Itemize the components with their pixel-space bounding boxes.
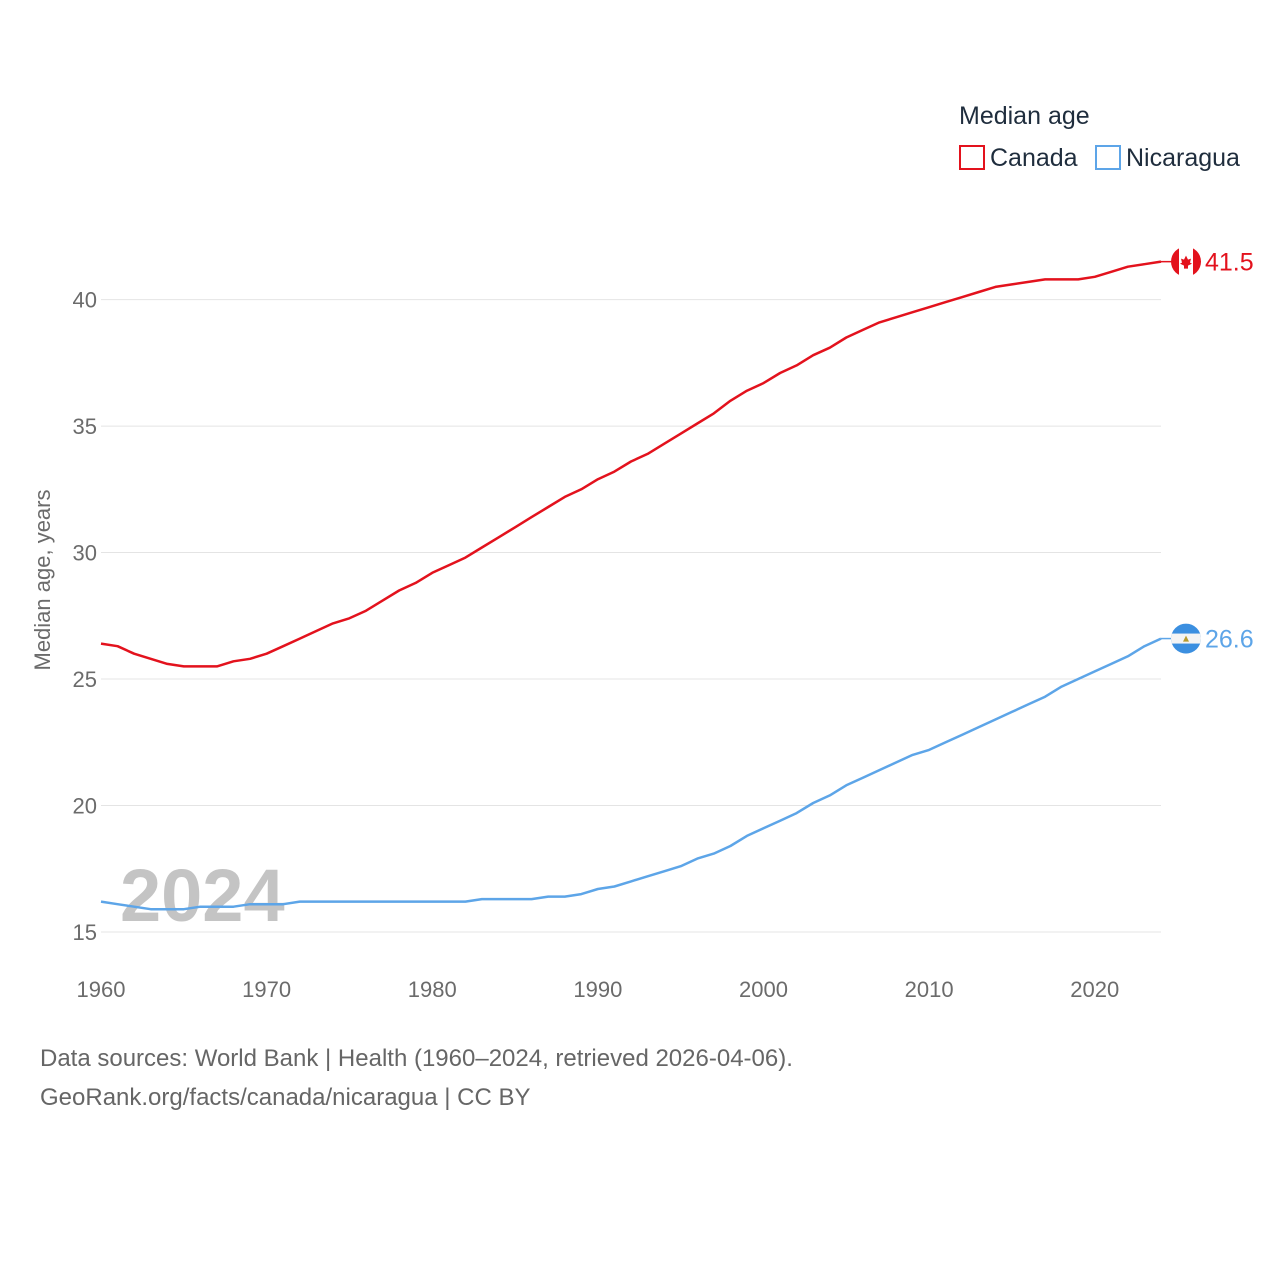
footer-attribution: GeoRank.org/facts/canada/nicaragua | CC … (40, 1084, 531, 1111)
series-line-canada (100, 260, 1162, 668)
x-tick-1960: 1960 (77, 977, 126, 1002)
x-tick-1980: 1980 (408, 977, 457, 1002)
legend-label-nicaragua: Nicaragua (1126, 144, 1240, 172)
y-axis-title: Median age, years (30, 490, 55, 671)
x-tick-1970: 1970 (242, 977, 291, 1002)
series-line-nicaragua (100, 637, 1162, 911)
end-label-canada: 41.5 (1205, 249, 1254, 277)
current-year-watermark: 2024 (120, 854, 285, 937)
y-tick-35: 35 (73, 414, 97, 439)
legend-title: Median age (959, 102, 1090, 130)
line-chart: 15 20 25 30 35 40 1960 1970 1980 1990 2000 2010 202… (30, 102, 1254, 1002)
end-label-nicaragua: 26.6 (1205, 626, 1254, 654)
x-tick-1990: 1990 (573, 977, 622, 1002)
legend-item-nicaragua[interactable]: Nicaragua (1095, 144, 1240, 172)
grid-lines (101, 299, 1161, 933)
y-tick-40: 40 (73, 288, 97, 313)
y-tick-20: 20 (73, 794, 97, 819)
x-tick-labels: 1960 1970 1980 1990 2000 2010 2020 (77, 977, 1120, 1002)
y-tick-25: 25 (73, 667, 97, 692)
legend-swatch-nicaragua (1095, 145, 1121, 170)
y-tick-15: 15 (73, 920, 97, 945)
legend-item-canada[interactable]: Canada (959, 144, 1078, 172)
nicaragua-flag-icon (1171, 623, 1201, 654)
legend: Median age Canada Nicaragua (959, 102, 1240, 172)
x-tick-2010: 2010 (905, 977, 954, 1002)
x-tick-2000: 2000 (739, 977, 788, 1002)
canada-flag-icon (1171, 246, 1201, 277)
legend-swatch-canada (959, 145, 985, 170)
legend-label-canada: Canada (990, 144, 1078, 172)
series-lines (100, 260, 1162, 911)
x-tick-2020: 2020 (1070, 977, 1119, 1002)
y-tick-labels: 15 20 25 30 35 40 (73, 288, 97, 945)
footer-sources: Data sources: World Bank | Health (1960–… (40, 1045, 793, 1072)
y-tick-30: 30 (73, 541, 97, 566)
end-markers: 41.5 26.6 (1161, 246, 1254, 654)
